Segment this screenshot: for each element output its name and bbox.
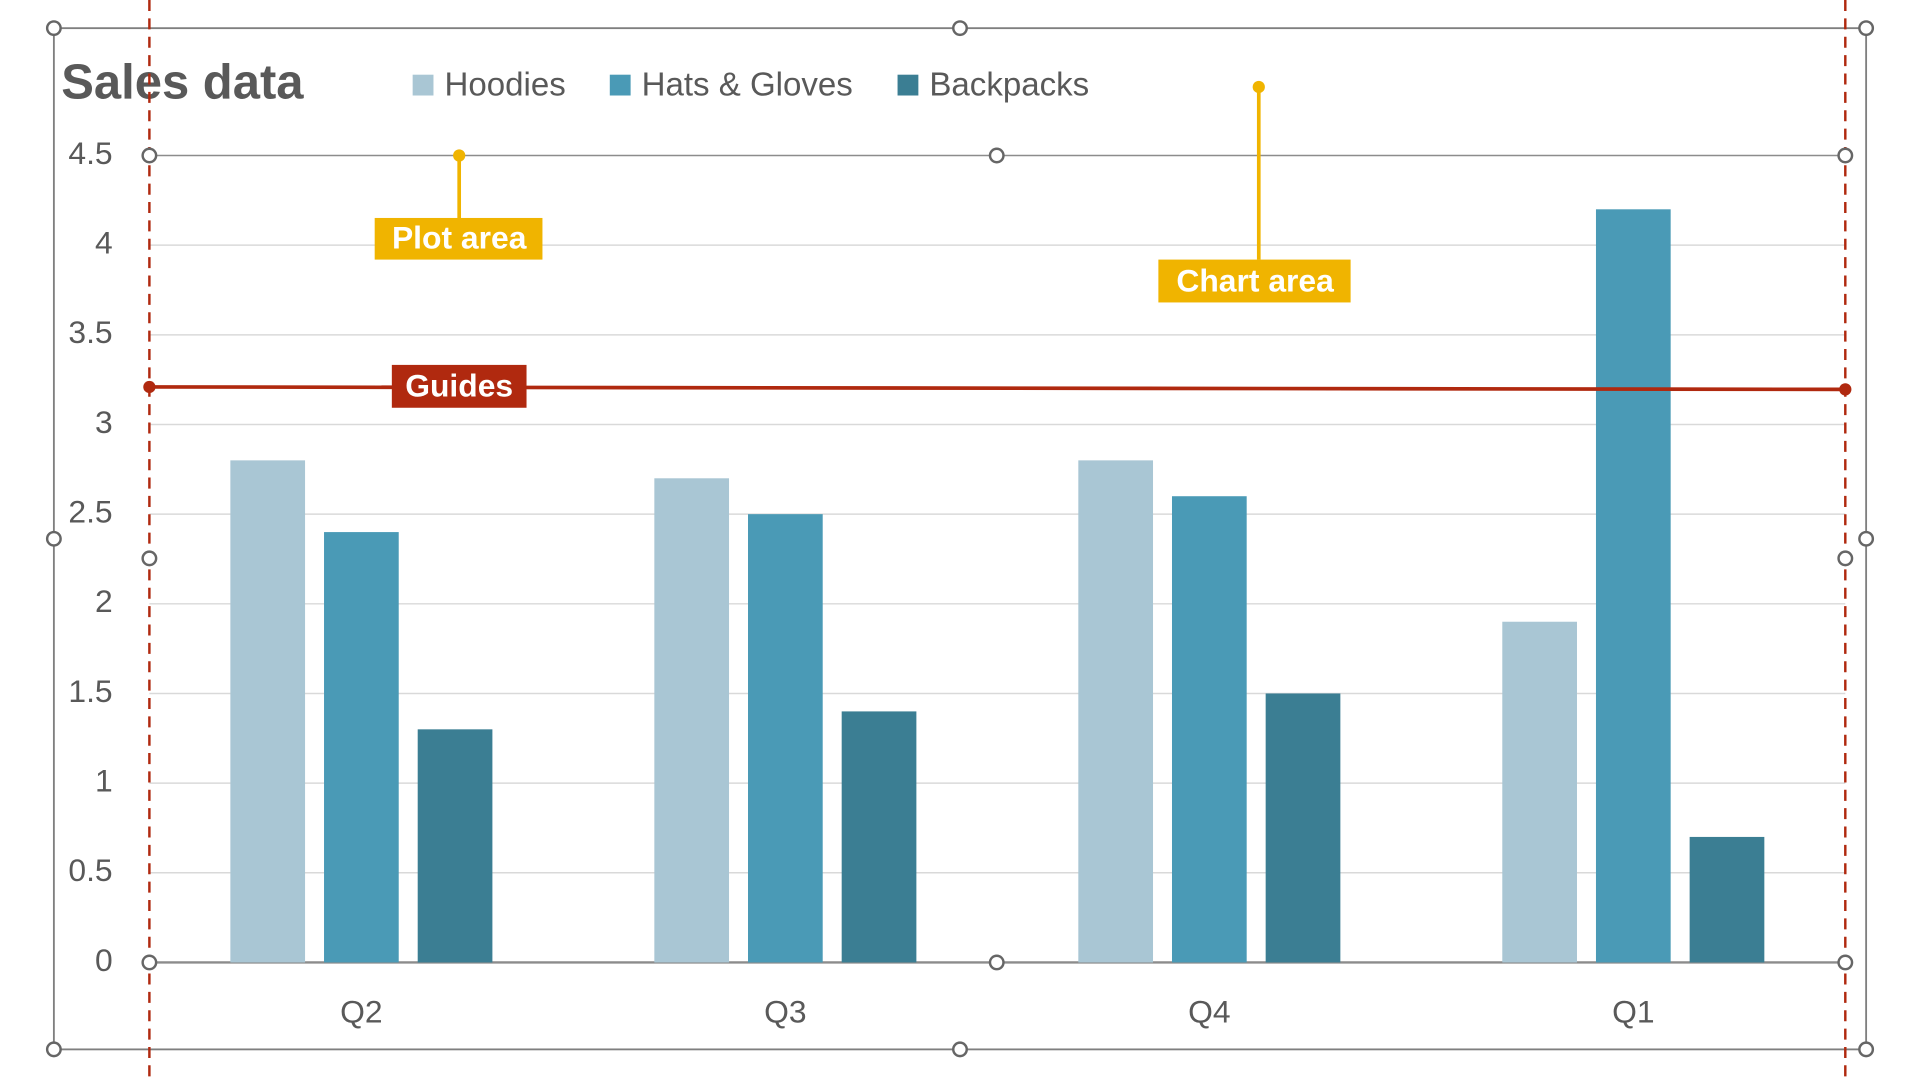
resize-handle bbox=[141, 147, 158, 164]
resize-handle bbox=[1858, 1041, 1875, 1058]
callout-box bbox=[1158, 259, 1351, 303]
callout-dot bbox=[1252, 80, 1265, 94]
bar bbox=[1078, 460, 1154, 963]
bar bbox=[324, 532, 399, 963]
bar bbox=[748, 514, 823, 963]
bar bbox=[1502, 621, 1577, 963]
resize-handle bbox=[45, 1041, 62, 1058]
y-tick-label: 3 bbox=[95, 404, 113, 440]
bar bbox=[1265, 693, 1341, 963]
guide-end bbox=[143, 380, 156, 394]
x-tick-label: Q1 bbox=[1612, 993, 1654, 1029]
y-tick-label: 4 bbox=[95, 225, 113, 261]
callout-dot bbox=[453, 149, 466, 162]
legend-swatch bbox=[609, 74, 631, 96]
y-tick-label: 1.5 bbox=[68, 673, 112, 709]
bar bbox=[1595, 209, 1671, 963]
resize-handle bbox=[1837, 550, 1854, 567]
resize-handle bbox=[1858, 20, 1875, 37]
x-tick-label: Q3 bbox=[764, 993, 806, 1029]
resize-handle bbox=[952, 1041, 968, 1058]
bar bbox=[1171, 496, 1247, 963]
bar bbox=[230, 460, 306, 963]
x-tick-label: Q2 bbox=[340, 993, 382, 1029]
resize-handle bbox=[1837, 954, 1854, 971]
resize-handle bbox=[141, 550, 158, 567]
resize-handle bbox=[141, 954, 158, 971]
legend-label: Hats & Gloves bbox=[642, 67, 853, 104]
resize-handle bbox=[45, 20, 62, 37]
y-tick-label: 3.5 bbox=[68, 314, 112, 350]
legend-swatch bbox=[412, 74, 434, 96]
resize-handle bbox=[988, 954, 1005, 971]
legend-label: Backpacks bbox=[929, 67, 1089, 104]
callout-label: Plot area bbox=[392, 219, 527, 255]
x-tick-label: Q4 bbox=[1188, 993, 1230, 1029]
bar bbox=[654, 478, 730, 963]
y-tick-label: 0.5 bbox=[68, 852, 112, 888]
y-tick-label: 0 bbox=[95, 942, 113, 978]
resize-handle bbox=[45, 530, 62, 547]
bar bbox=[841, 711, 917, 963]
y-tick-label: 2.5 bbox=[68, 494, 112, 530]
guide-end bbox=[1839, 383, 1852, 396]
bar bbox=[1689, 836, 1765, 963]
legend-label: Hoodies bbox=[444, 67, 565, 104]
callout-label: Chart area bbox=[1176, 262, 1334, 298]
resize-handle bbox=[1858, 530, 1875, 547]
legend-swatch bbox=[897, 74, 919, 96]
resize-handle bbox=[952, 20, 968, 37]
callout-box bbox=[374, 217, 543, 260]
chart-title: Sales data bbox=[61, 56, 304, 110]
resize-handle bbox=[1837, 147, 1854, 164]
y-tick-label: 4.5 bbox=[68, 135, 112, 171]
y-tick-label: 2 bbox=[95, 583, 113, 619]
y-tick-label: 1 bbox=[95, 763, 113, 799]
bar bbox=[417, 729, 493, 963]
callout-box bbox=[391, 364, 527, 408]
resize-handle bbox=[988, 147, 1005, 164]
callout-label: Guides bbox=[405, 368, 513, 404]
